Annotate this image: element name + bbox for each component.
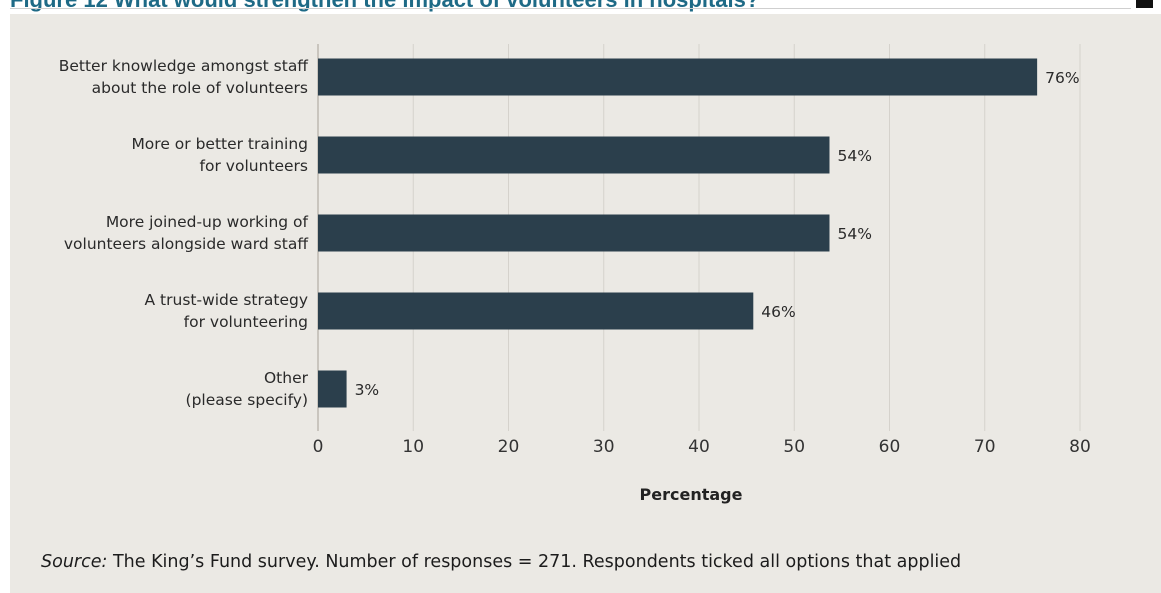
category-label: (please specify) xyxy=(186,391,308,409)
x-tick-label: 80 xyxy=(1069,437,1091,457)
x-tick-label: 70 xyxy=(974,437,996,457)
bar xyxy=(318,58,1038,96)
corner-marker xyxy=(1136,0,1153,8)
source-label: Source: xyxy=(41,552,108,572)
x-tick-label: 0 xyxy=(313,437,324,457)
data-label: 76% xyxy=(1045,69,1079,87)
figure-title: Figure 12 What would strengthen the impa… xyxy=(10,0,759,13)
category-label: Other xyxy=(264,369,309,387)
x-tick-label: 20 xyxy=(498,437,520,457)
bar xyxy=(318,370,347,408)
data-label: 3% xyxy=(355,381,380,399)
bar-chart: 76% Better knowledge amongst staff about t… xyxy=(59,44,1091,504)
category-label: for volunteering xyxy=(184,313,308,331)
bar xyxy=(318,136,830,174)
title-rule xyxy=(10,8,1131,9)
data-label: 46% xyxy=(761,303,795,321)
source-note: Source: The King’s Fund survey. Number o… xyxy=(41,552,961,572)
category-label: More or better training xyxy=(131,135,308,153)
x-tick-label: 50 xyxy=(783,437,805,457)
x-tick-label: 10 xyxy=(402,437,424,457)
category-label: about the role of volunteers xyxy=(92,79,308,97)
source-text: The King’s Fund survey. Number of respon… xyxy=(107,552,962,572)
x-tick-label: 60 xyxy=(879,437,901,457)
category-label: Better knowledge amongst staff xyxy=(59,57,309,75)
data-label: 54% xyxy=(837,147,871,165)
bar xyxy=(318,292,754,330)
category-label: More joined-up working of xyxy=(106,213,309,231)
category-label: for volunteers xyxy=(200,157,308,175)
x-tick-label: 30 xyxy=(593,437,615,457)
chart-panel: 76% Better knowledge amongst staff about t… xyxy=(10,14,1161,593)
data-label: 54% xyxy=(837,225,871,243)
x-tick-label: 40 xyxy=(688,437,710,457)
category-label: volunteers alongside ward staff xyxy=(64,235,308,253)
bar xyxy=(318,214,830,252)
category-label: A trust-wide strategy xyxy=(145,291,308,309)
x-axis-title: Percentage xyxy=(640,485,743,504)
